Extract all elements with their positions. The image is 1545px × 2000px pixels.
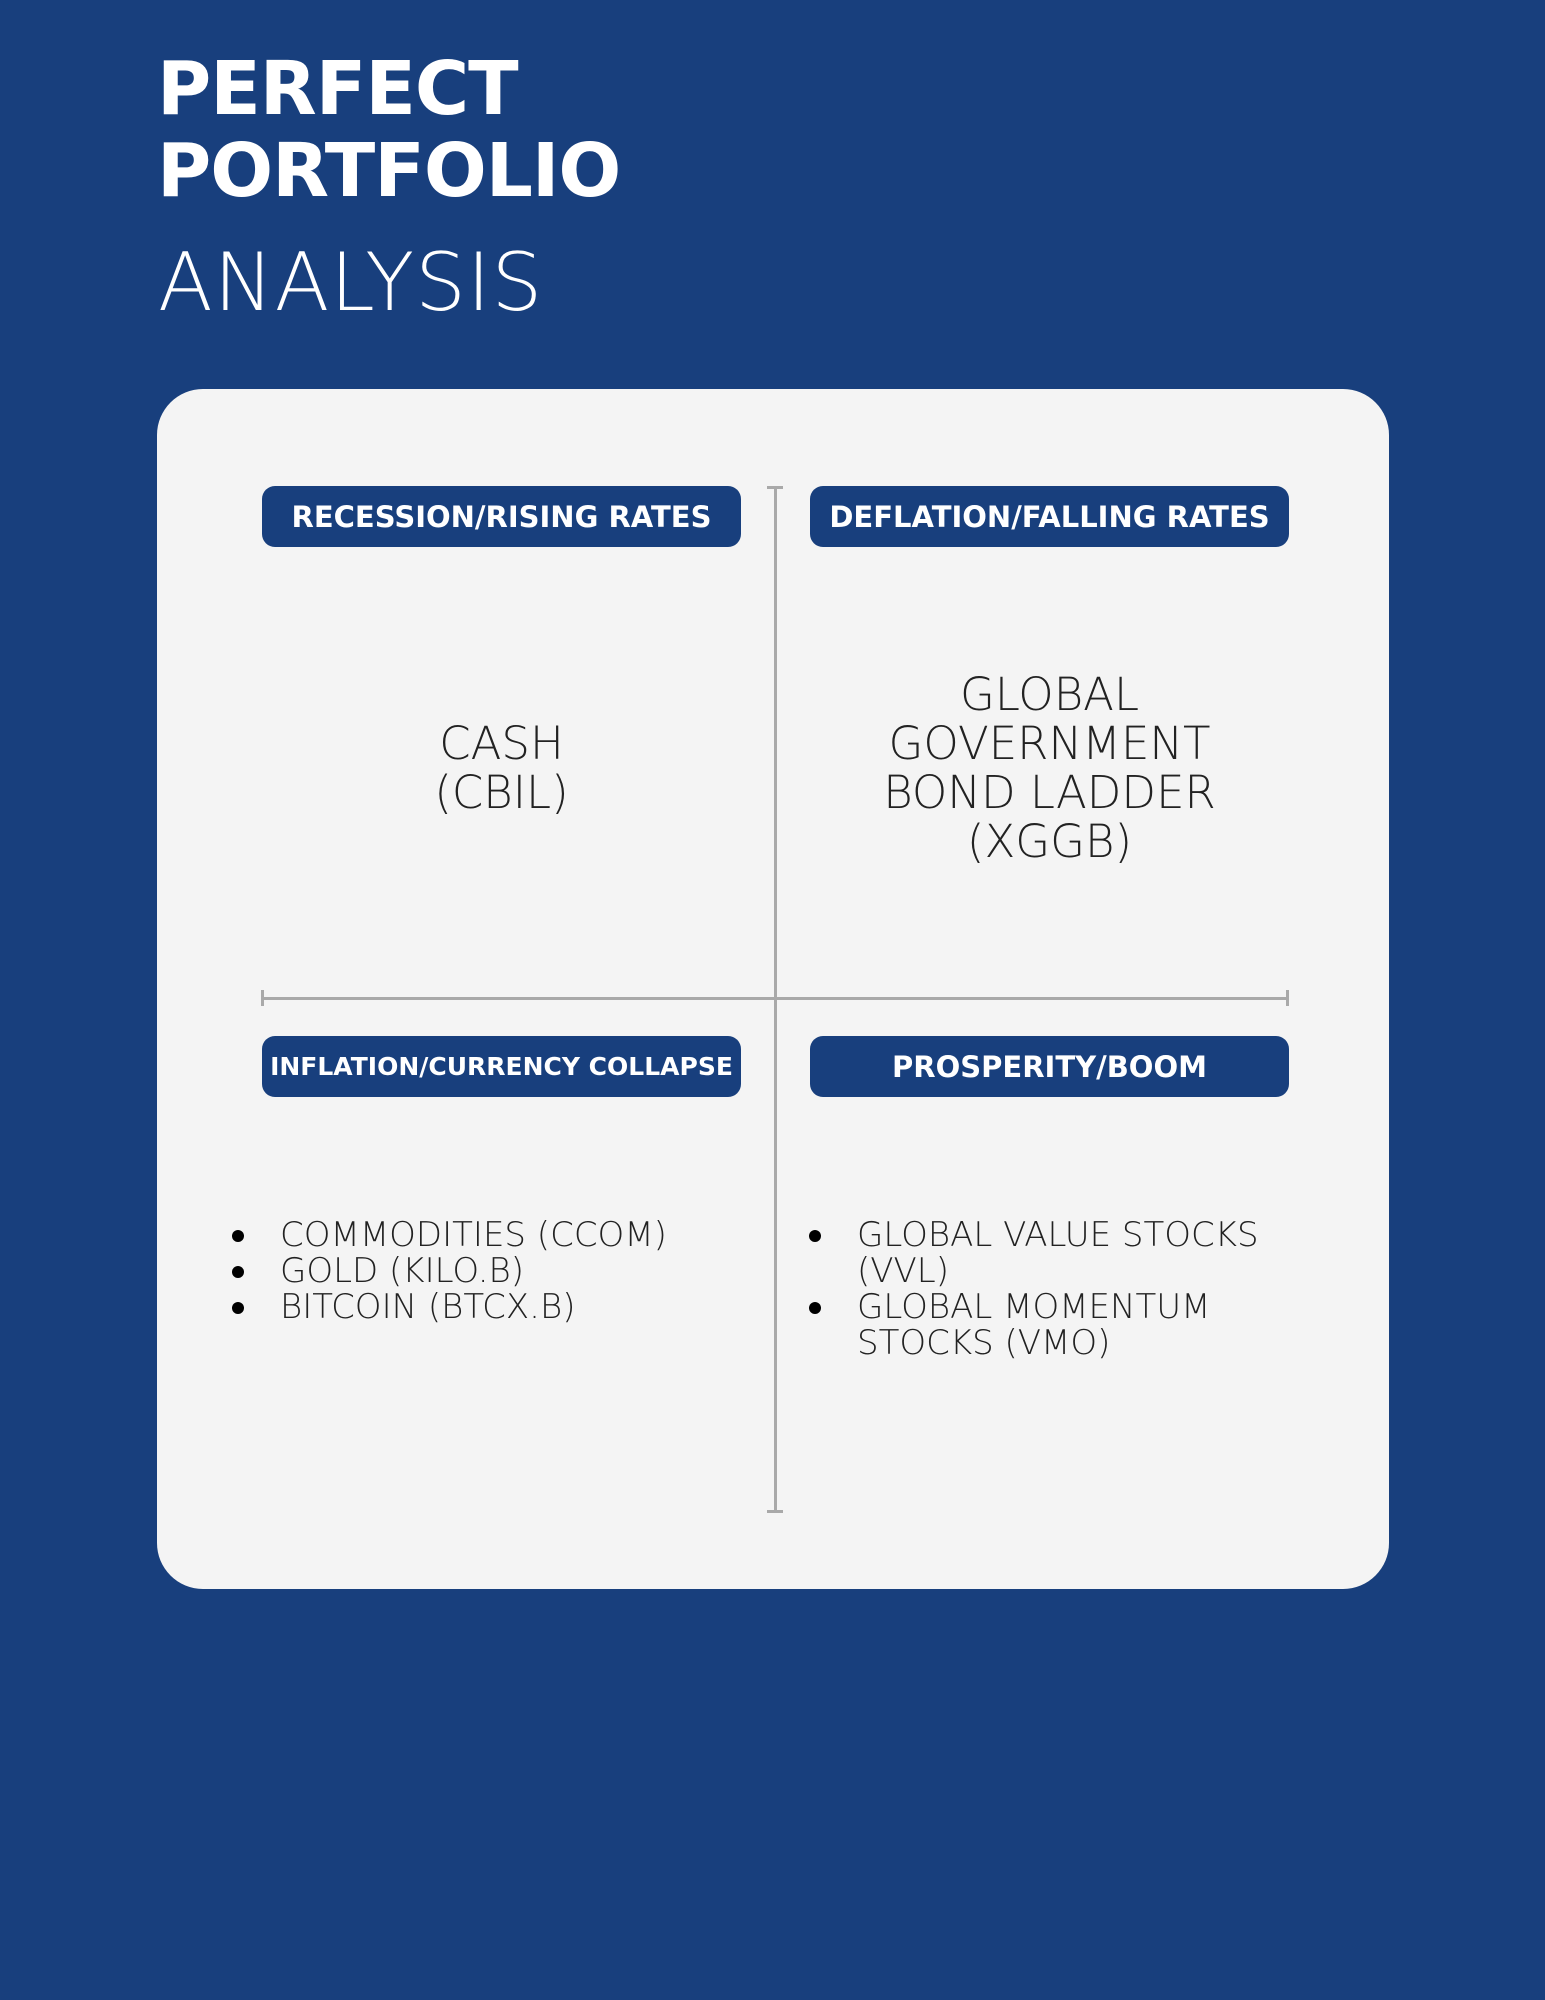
bond-line-3: BOND LADDER [810,768,1289,817]
axis-tick-bottom [767,1510,783,1513]
quadrant-card: RECESSION/RISING RATES DEFLATION/FALLING… [157,389,1389,1589]
page-subtitle: ANALYSIS [158,238,543,328]
badge-recession: RECESSION/RISING RATES [262,486,741,547]
cash-asset: CASH (CBIL) [262,719,741,817]
list-item: GLOBAL MOMENTUM STOCKS (VMO) [809,1289,1269,1361]
bond-line-1: GLOBAL [810,670,1289,719]
inflation-asset-list: COMMODITIES (CCOM) GOLD (KILO.B) BITCOIN… [232,1217,702,1325]
bond-line-2: GOVERNMENT [810,719,1289,768]
badge-deflation: DEFLATION/FALLING RATES [810,486,1289,547]
axis-tick-top [767,486,783,489]
axis-tick-left [261,990,264,1006]
title-line-1: PERFECT [157,48,620,130]
title-line-2: PORTFOLIO [157,130,620,212]
bond-ticker: (XGGB) [810,817,1289,866]
bond-ladder-asset: GLOBAL GOVERNMENT BOND LADDER (XGGB) [810,670,1289,866]
list-item: GOLD (KILO.B) [232,1253,702,1289]
axis-tick-right [1286,990,1289,1006]
page-title: PERFECT PORTFOLIO [157,48,620,212]
badge-prosperity: PROSPERITY/BOOM [810,1036,1289,1097]
cash-line: CASH [262,719,741,768]
badge-inflation: INFLATION/CURRENCY COLLAPSE [262,1036,741,1097]
list-item: GLOBAL VALUE STOCKS (VVL) [809,1217,1269,1289]
list-item: COMMODITIES (CCOM) [232,1217,702,1253]
horizontal-axis [262,997,1288,1000]
prosperity-asset-list: GLOBAL VALUE STOCKS (VVL) GLOBAL MOMENTU… [809,1217,1269,1361]
cash-ticker: (CBIL) [262,768,741,817]
list-item: BITCOIN (BTCX.B) [232,1289,702,1325]
